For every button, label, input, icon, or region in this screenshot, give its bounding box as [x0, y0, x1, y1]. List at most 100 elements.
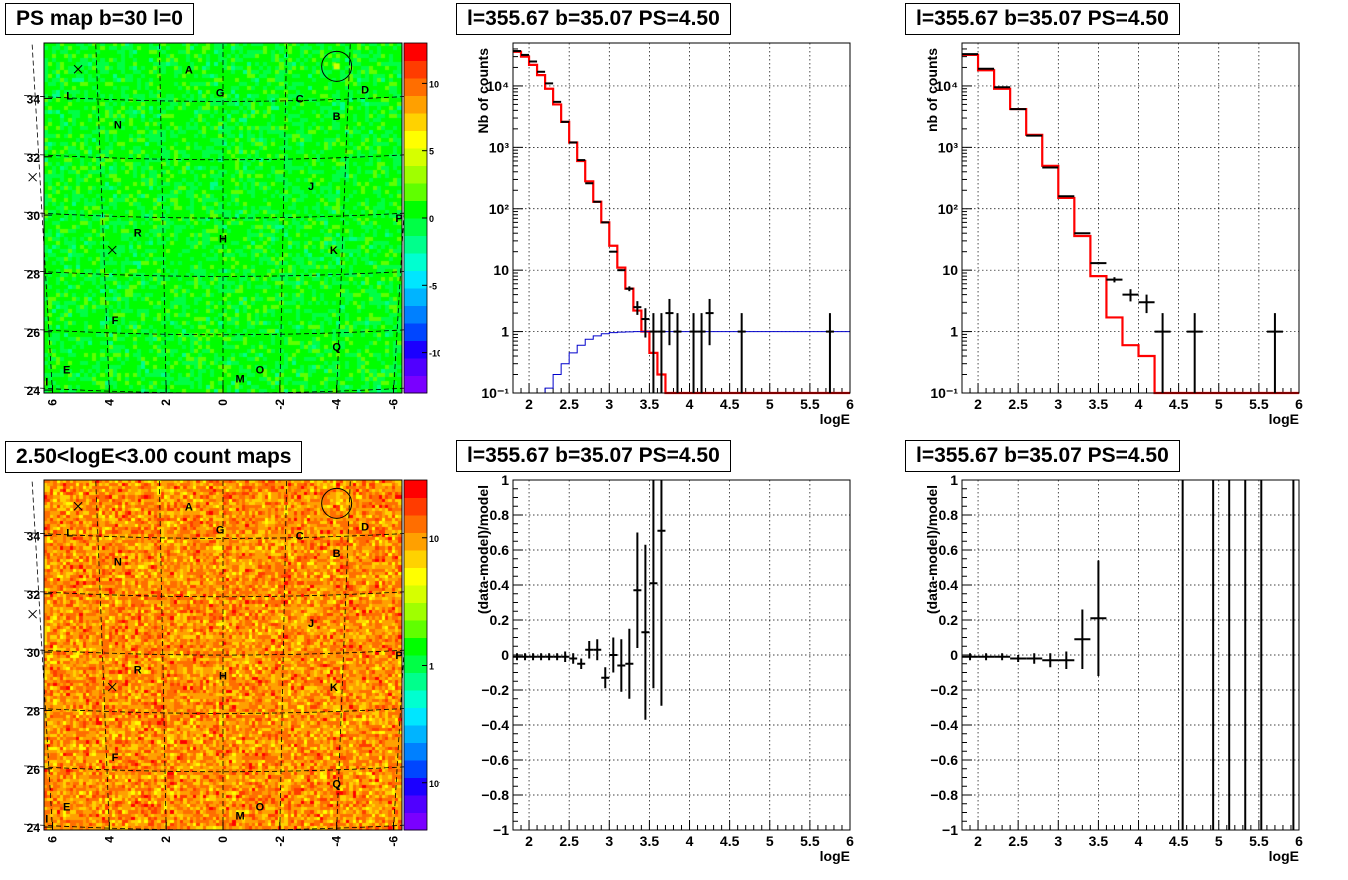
y-tick-label: 1 — [950, 472, 958, 488]
tick-labels: 2 2.5 3 3.5 4 4.5 5 5.5 6 10⁻¹ 1 10 10² 10³ 10⁴ — [481, 78, 854, 412]
y-tick-label: −0.4 — [481, 717, 509, 733]
source-label: I — [45, 813, 48, 825]
y-tick-label: 26 — [27, 763, 41, 777]
color-bar-step — [404, 602, 427, 621]
longitude-line — [31, 479, 53, 831]
signal-histogram — [537, 331, 850, 394]
y-tick-label: 0.4 — [490, 577, 510, 593]
color-bar-step — [404, 130, 427, 149]
y-tick-label: 0.4 — [939, 577, 959, 593]
x-tick-label: 2 — [974, 396, 982, 412]
x-tick-label: 5 — [1215, 833, 1223, 849]
x-tick-label: 5.5 — [800, 396, 820, 412]
color-bar-step — [404, 480, 427, 498]
longitude-line — [31, 42, 53, 394]
cross-marker — [28, 609, 37, 619]
color-bar-step — [404, 742, 427, 761]
y-tick-label: 10³ — [938, 139, 959, 155]
y-tick-label: 10² — [489, 201, 510, 217]
source-label: L — [66, 528, 73, 540]
color-bar-step — [404, 515, 427, 533]
x-tick-label: 4 — [102, 836, 116, 843]
x-tick-label: 4 — [1135, 833, 1143, 849]
color-bar-step — [404, 760, 427, 778]
y-tick-label: 1 — [501, 472, 509, 488]
source-label: J — [308, 181, 314, 193]
y-tick-label: −0.6 — [930, 752, 958, 768]
color-bar: 10 5 0 -5 -10 — [403, 42, 442, 394]
ps-map-title: PS map b=30 l=0 — [5, 3, 194, 35]
y-tick-label: 0.2 — [490, 612, 510, 628]
grid — [513, 43, 851, 393]
source-label: A — [185, 64, 193, 76]
color-bar-step — [404, 165, 427, 184]
source-label: P — [395, 650, 402, 662]
latitude-line — [24, 707, 422, 714]
x-tick-label: -4 — [330, 399, 344, 410]
source-label: Q — [332, 778, 341, 790]
x-tick-label: 5.5 — [1249, 396, 1269, 412]
x-tick-label: 5 — [1215, 396, 1223, 412]
color-bar-step — [404, 200, 427, 219]
color-bar-step — [404, 777, 427, 796]
model-histogram — [513, 50, 850, 395]
color-bar-step — [404, 497, 427, 516]
x-tick-label: 3 — [1054, 833, 1062, 849]
color-bar-step — [404, 655, 427, 673]
spectrum-panel-1: 2 2.5 3 3.5 4 4.5 5 5.5 6 10⁻¹ 1 10 10² 10³ 10⁴ logE Nb … — [450, 0, 899, 437]
source-label: B — [333, 548, 341, 560]
y-tick-label: −0.2 — [481, 682, 509, 698]
latitude-line — [24, 590, 422, 598]
x-tick-label: 4 — [102, 399, 116, 406]
cross-marker — [73, 501, 83, 511]
x-tick-label: 3.5 — [640, 833, 660, 849]
count-map-title: 2.50<logE<3.00 count maps — [5, 441, 303, 473]
source-markers: A D L G C N B J P R H K F Q E OM I — [28, 50, 403, 388]
color-bar-step — [404, 288, 427, 306]
source-label: K — [330, 245, 338, 257]
y-tick-label: −1 — [942, 822, 958, 838]
color-bar: 10 1 10⁻¹ — [403, 479, 447, 831]
graticule — [24, 42, 422, 394]
x-tick-label: 2 — [974, 833, 982, 849]
y-axis-label: (data-model)/model — [475, 485, 491, 614]
tick-labels: 2 2.5 3 3.5 4 4.5 5 5.5 6 −1 −0.8 −0.6 −0.4 −0.2 0 0.2 0… — [481, 472, 854, 849]
source-label: A — [185, 501, 193, 513]
x-axis-label: logE — [1269, 411, 1299, 427]
spectrum-title-1: l=355.67 b=35.07 PS=4.50 — [456, 3, 731, 35]
residual-chart-2: 2 2.5 3 3.5 4 4.5 5 5.5 6 −1 −0.8 −0.6 −0.4 −0.2 0 0.2 0… — [924, 472, 1303, 864]
grid — [962, 43, 1300, 393]
color-bar-step — [404, 235, 427, 254]
map-tick-labels: 6 4 2 0 -2 -4 -6 24 26 28 30 32 34 — [27, 529, 401, 846]
source-label: J — [308, 618, 314, 630]
color-bar-step — [404, 707, 427, 726]
color-bar-step — [404, 218, 427, 236]
color-bar-step — [404, 637, 427, 656]
color-bar-step — [404, 95, 427, 114]
y-tick-label: 32 — [27, 588, 41, 602]
color-bar-tick-label: 1 — [429, 662, 434, 672]
color-bar-tick-label: 0 — [429, 214, 434, 224]
spectrum-chart-2: 2 2.5 3 3.5 4 4.5 5 5.5 6 10⁻¹ 1 10 10² 10³ 10⁴ logE nb … — [924, 42, 1303, 427]
y-tick-label: 0.2 — [939, 612, 959, 628]
count-map-chart: A D L G C N B J P R H K F Q E OM I 6 4 2 0 -2 -4 -6 24 26 28 30 32 34… — [24, 479, 447, 847]
x-tick-label: -6 — [386, 399, 400, 410]
source-label: N — [114, 120, 122, 132]
color-bar-step — [404, 532, 427, 551]
residual-panel-2: 2 2.5 3 3.5 4 4.5 5 5.5 6 −1 −0.8 −0.6 −0.4 −0.2 0 0.2 0… — [899, 437, 1348, 875]
color-bar-step — [404, 672, 427, 691]
x-tick-label: 6 — [846, 396, 854, 412]
longitude-line — [336, 42, 351, 394]
residual-panel-1: 2 2.5 3 3.5 4 4.5 5 5.5 6 −1 −0.8 −0.6 −0.4 −0.2 0 0.2 0… — [450, 437, 899, 875]
residual-title-1: l=355.67 b=35.07 PS=4.50 — [456, 440, 731, 472]
color-bar-tick-label: 10 — [429, 534, 439, 544]
x-tick-label: 4 — [686, 833, 694, 849]
source-label: G — [216, 88, 225, 100]
x-tick-label: 4.5 — [720, 396, 740, 412]
y-tick-label: 10 — [942, 262, 958, 278]
color-bar-tick-label: -10 — [429, 349, 440, 359]
y-axis-label: (data-model)/model — [924, 485, 940, 614]
source-label: R — [134, 228, 142, 240]
y-tick-label: 10⁻¹ — [930, 385, 958, 401]
latitude-line — [24, 532, 422, 539]
